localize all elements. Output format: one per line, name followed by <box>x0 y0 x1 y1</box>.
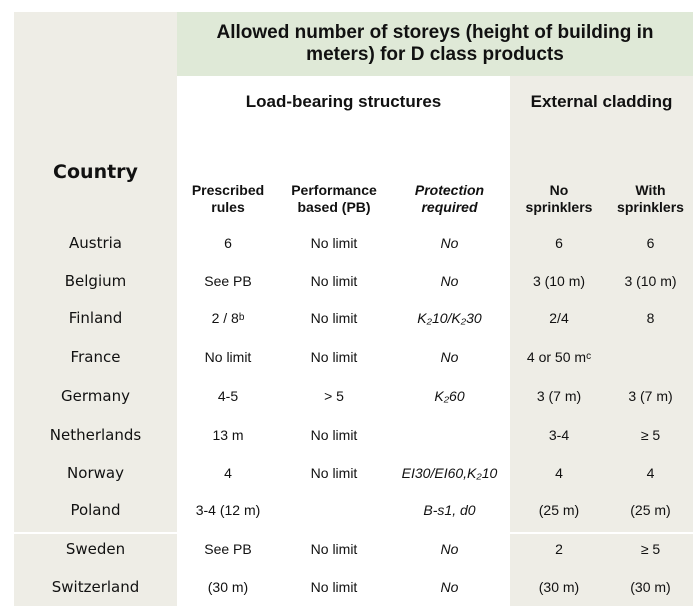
prescribed-cell: See PB <box>204 541 252 557</box>
with-sprinklers-cell: ≥ 5 <box>640 541 661 557</box>
protection-cell: K₂10/K₂30 <box>417 310 482 326</box>
performance-cell: No limit <box>310 427 358 443</box>
country-header: Country <box>53 161 138 183</box>
protection-cell: EI30/EI60,K₂10 <box>401 465 498 481</box>
with-sprinklers-cell: 3 (7 m) <box>628 388 673 404</box>
external-cladding-header: External cladding <box>530 92 673 111</box>
with-sprinklers-cell: 4 <box>646 465 655 481</box>
storeys-table: Allowed number of storeys (height of bui… <box>14 12 693 606</box>
prescribed-cell: 4-5 <box>217 388 239 404</box>
country-cell: Belgium <box>64 272 127 290</box>
prescribed-cell: No limit <box>204 349 252 365</box>
with-sprinklers-cell: ≥ 5 <box>640 427 661 443</box>
protection-cell: K₂60 <box>434 388 465 404</box>
no-sprinklers-cell: 6 <box>555 235 563 251</box>
protection-cell: No <box>440 349 459 365</box>
protection-cell: No <box>440 541 459 557</box>
prescribed-cell: 3-4 (12 m) <box>195 502 261 518</box>
country-cell: Austria <box>69 234 122 252</box>
no-sprinklers-cell: 3 (10 m) <box>532 273 586 289</box>
performance-cell: No limit <box>310 465 358 481</box>
performance-cell: No limit <box>310 579 358 595</box>
with-sprinklers-cell: 8 <box>646 310 655 326</box>
country-cell: Sweden <box>65 540 126 558</box>
with-sprinklers-cell: (30 m) <box>630 579 671 595</box>
country-cell: Poland <box>70 501 121 519</box>
prescribed-cell: 13 m <box>212 427 244 443</box>
protection-cell <box>389 417 510 453</box>
country-cell: France <box>70 348 121 366</box>
with-sprinklers-cell: 3 (10 m) <box>624 273 677 289</box>
prescribed-cell: 6 <box>224 235 232 251</box>
prescribed-cell: (30 m) <box>207 579 249 595</box>
performance-cell: No limit <box>310 310 358 326</box>
no-sprinklers-cell: 3-4 <box>548 427 570 443</box>
prescribed-cell: See PB <box>204 273 252 289</box>
title-band-bg <box>177 12 693 76</box>
performance-header: Performance based (PB) <box>291 182 377 215</box>
performance-cell: No limit <box>310 349 358 365</box>
no-sprinklers-cell: 2/4 <box>549 310 569 326</box>
table-title: Allowed number of storeys (height of bui… <box>216 22 654 65</box>
protection-cell: No <box>440 579 459 595</box>
performance-cell: > 5 <box>324 388 344 404</box>
protection-cell: No <box>440 273 459 289</box>
with-sprinklers-header: With sprinklers <box>617 182 684 215</box>
performance-cell <box>279 492 389 528</box>
country-cell: Germany <box>61 387 130 405</box>
protection-cell: No <box>440 235 459 251</box>
country-cell: Netherlands <box>49 426 142 444</box>
with-sprinklers-cell: 6 <box>646 235 655 251</box>
external-cladding-bg <box>510 76 693 606</box>
with-sprinklers-cell: (25 m) <box>630 502 671 518</box>
no-sprinklers-cell: 3 (7 m) <box>536 388 582 404</box>
performance-cell: No limit <box>310 235 358 251</box>
load-bearing-header: Load-bearing structures <box>245 92 442 111</box>
no-sprinklers-cell: (25 m) <box>538 502 580 518</box>
performance-cell: No limit <box>310 273 358 289</box>
performance-cell: No limit <box>310 541 358 557</box>
no-sprinklers-header: No sprinklers <box>525 182 593 215</box>
no-sprinklers-cell: 4 <box>555 465 563 481</box>
prescribed-cell: 4 <box>224 465 232 481</box>
protection-cell: B-s1, d0 <box>423 502 476 518</box>
prescribed-header: Prescribed rules <box>191 182 265 215</box>
country-cell: Finland <box>68 309 123 327</box>
no-sprinklers-cell: 2 <box>555 541 563 557</box>
row-separator <box>14 532 693 534</box>
with-sprinklers-cell <box>608 339 693 375</box>
country-cell: Switzerland <box>51 578 140 596</box>
country-cell: Norway <box>67 464 124 482</box>
no-sprinklers-cell: (30 m) <box>538 579 580 595</box>
protection-header: Protection required <box>414 182 485 215</box>
country-column-bg <box>14 12 177 606</box>
